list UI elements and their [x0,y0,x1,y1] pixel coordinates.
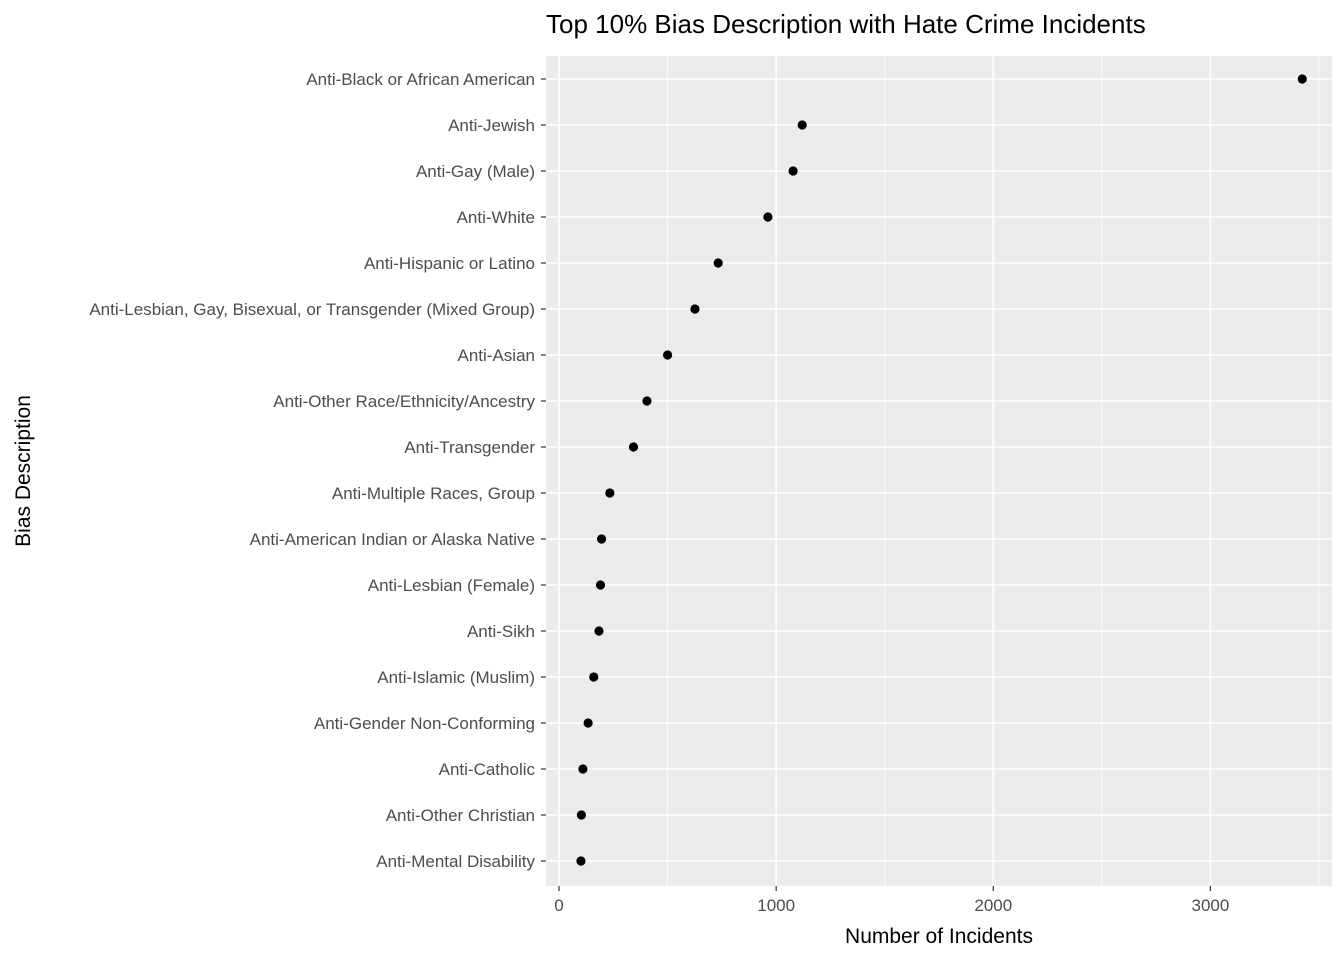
x-axis: 0 1000 2000 3000 [554,886,1229,915]
data-point [596,534,607,544]
y-tick-label: Anti-Black or African American [306,70,535,89]
y-tick-label: Anti-Multiple Races, Group [332,484,535,503]
y-axis-title: Bias Description [12,395,35,547]
data-point [576,856,586,866]
data-point [763,212,773,222]
y-tick-label: Anti-Other Christian [386,806,535,825]
y-axis: Anti-Black or African American Anti-Jewis… [89,70,546,871]
data-point [605,488,615,498]
y-tick-label: Anti-Transgender [404,438,535,457]
data-point [713,258,723,268]
data-point [628,442,639,452]
data-point [589,672,599,682]
data-point [1297,74,1307,84]
data-point [576,810,586,820]
y-tick-label: Anti-Mental Disability [376,852,535,871]
data-point [690,304,700,314]
y-tick-label: Anti-Sikh [467,622,535,641]
data-points [576,74,1307,866]
plot-panel [546,56,1332,886]
data-point [797,120,807,130]
data-point [662,350,673,360]
y-tick-label: Anti-Islamic (Muslim) [377,668,535,687]
chart-title: Top 10% Bias Description with Hate Crime… [546,9,1146,39]
x-tick-label: 1000 [757,896,795,915]
data-point [578,764,588,774]
x-tick-label: 0 [554,896,563,915]
minor-gridlines [667,56,1320,886]
data-point [595,580,606,590]
x-tick-label: 2000 [974,896,1012,915]
y-tick-label: Anti-Gender Non-Conforming [314,714,535,733]
y-tick-label: Anti-American Indian or Alaska Native [250,530,535,549]
major-gridlines [546,56,1332,886]
data-point [583,718,593,728]
y-tick-label: Anti-White [457,208,535,227]
y-tick-label: Anti-Catholic [439,760,536,779]
y-tick-label: Anti-Other Race/Ethnicity/Ancestry [273,392,535,411]
x-axis-title: Number of Incidents [845,925,1033,948]
y-tick-label: Anti-Hispanic or Latino [364,254,535,273]
y-tick-label: Anti-Jewish [448,116,535,135]
x-tick-label: 3000 [1191,896,1229,915]
data-point [594,626,604,636]
y-tick-label: Anti-Asian [458,346,535,365]
y-tick-label: Anti-Lesbian (Female) [368,576,535,595]
data-point [788,166,798,176]
y-tick-label: Anti-Gay (Male) [416,162,535,181]
data-point [642,396,652,406]
y-tick-label: Anti-Lesbian, Gay, Bisexual, or Transgen… [89,300,535,319]
